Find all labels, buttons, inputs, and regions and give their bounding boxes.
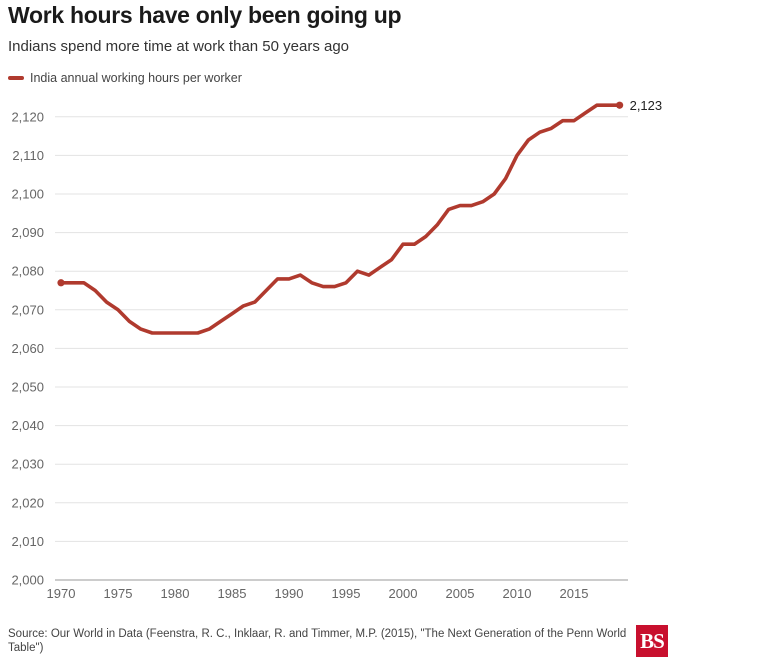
- x-tick-label: 2000: [389, 586, 418, 601]
- legend-swatch: [8, 76, 24, 80]
- legend-label: India annual working hours per worker: [30, 71, 242, 85]
- legend: India annual working hours per worker: [8, 71, 242, 85]
- y-tick-label: 2,120: [11, 109, 44, 124]
- x-tick-label: 2010: [503, 586, 532, 601]
- y-tick-label: 2,070: [11, 302, 44, 317]
- y-tick-label: 2,020: [11, 495, 44, 510]
- y-tick-label: 2,090: [11, 225, 44, 240]
- x-tick-label: 1975: [104, 586, 133, 601]
- y-tick-label: 2,010: [11, 534, 44, 549]
- publisher-logo: BS: [636, 625, 668, 657]
- start-point-marker: [57, 279, 65, 287]
- chart-subtitle: Indians spend more time at work than 50 …: [8, 38, 350, 55]
- end-point-marker: [616, 101, 624, 109]
- series-line: [59, 103, 622, 335]
- x-tick-label: 1990: [275, 586, 304, 601]
- x-tick-label: 1980: [161, 586, 190, 601]
- gridlines: [55, 116, 628, 581]
- y-tick-label: 2,060: [11, 341, 44, 356]
- end-value-label: 2,123: [630, 98, 663, 113]
- y-tick-label: 2,100: [11, 187, 44, 202]
- source-note: Source: Our World in Data (Feenstra, R. …: [8, 628, 627, 654]
- y-tick-label: 2,050: [11, 380, 44, 395]
- x-tick-label: 2015: [560, 586, 589, 601]
- y-tick-label: 2,030: [11, 457, 44, 472]
- y-tick-label: 2,110: [12, 148, 44, 163]
- x-tick-label: 1985: [218, 586, 247, 601]
- y-tick-label: 2,080: [11, 264, 44, 279]
- y-tick-label: 2,040: [11, 418, 44, 433]
- x-tick-label: 1970: [47, 586, 76, 601]
- chart-title: Work hours have only been going up: [8, 2, 402, 28]
- x-tick-label: 2005: [446, 586, 475, 601]
- x-axis-ticks: 1970 1975 1980 1985 1990 1995 2000 2005 2010 2015: [47, 586, 589, 601]
- y-axis-ticks: 2,000 2,010 2,020 2,030 2,040 2,050 2,060 2,070…: [11, 109, 44, 587]
- y-tick-label: 2,000: [11, 573, 44, 588]
- x-tick-label: 1995: [332, 586, 361, 601]
